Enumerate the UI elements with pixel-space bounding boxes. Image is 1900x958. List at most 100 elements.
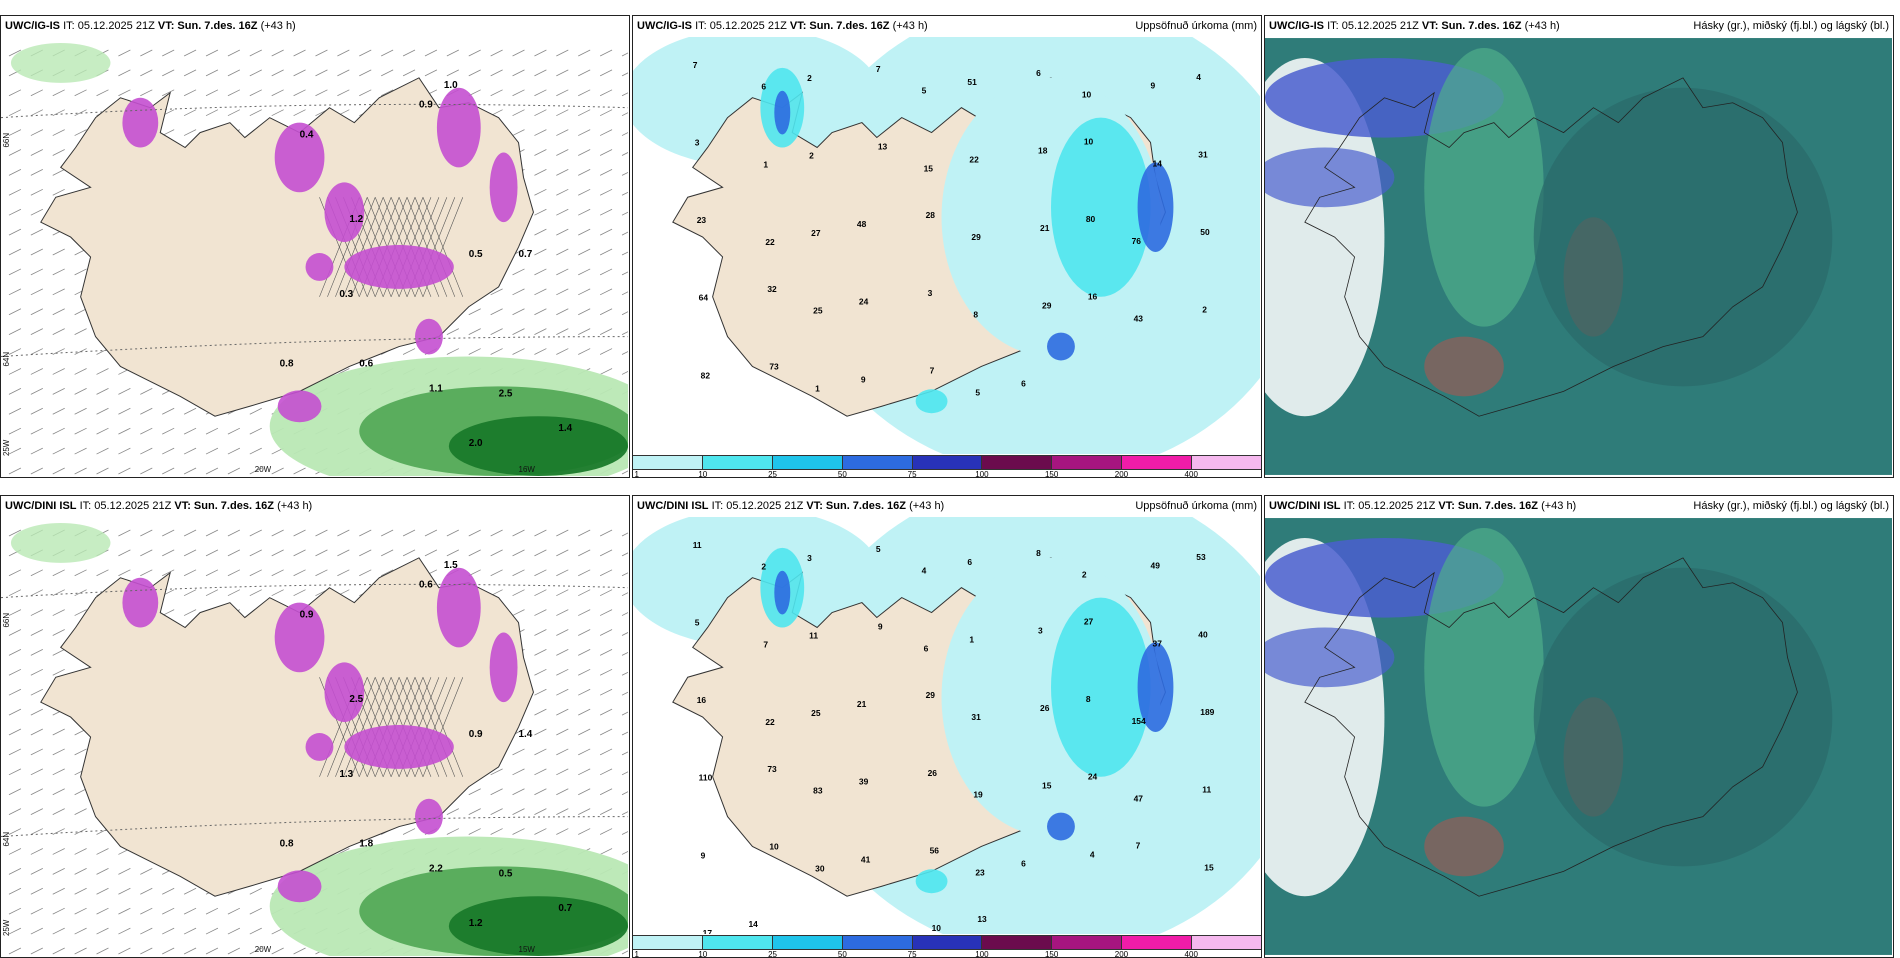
precip-value: 19 <box>973 790 983 800</box>
precip-area <box>1047 332 1075 361</box>
precip-value: 9 <box>861 374 866 384</box>
wind-barb <box>74 927 87 935</box>
wind-barb <box>578 348 591 355</box>
wind-barb <box>512 348 525 355</box>
wind-barb <box>534 668 547 676</box>
wind-barb <box>578 109 591 117</box>
wind-barb <box>118 569 131 577</box>
wind-barb <box>30 768 43 776</box>
precip-value: 47 <box>1134 794 1144 804</box>
precip-value: 5 <box>876 544 881 554</box>
precip-value: 5 <box>922 86 927 96</box>
wind-barb <box>162 467 175 475</box>
snow-area <box>436 87 481 168</box>
wind-barb <box>599 308 613 316</box>
snow-area <box>344 245 454 289</box>
precip-value: 7 <box>693 60 698 70</box>
wind-barb <box>140 388 153 395</box>
precip-value: 6 <box>1036 68 1041 78</box>
wind-barb <box>556 109 569 117</box>
wind-barb <box>534 69 547 77</box>
wind-barb <box>534 728 547 736</box>
init-time-label: IT: <box>79 500 95 512</box>
wind-barb <box>52 149 65 156</box>
wind-barb <box>8 569 22 577</box>
wind-barb <box>52 907 65 915</box>
init-time-label: IT: <box>711 500 727 512</box>
precip-area <box>915 869 948 894</box>
precip-value: 24 <box>1088 772 1098 782</box>
valid-time-label: VT: <box>806 500 826 512</box>
wind-barb <box>52 927 65 935</box>
wind-barb <box>52 788 65 796</box>
wind-barb <box>183 407 197 415</box>
wind-barb <box>8 208 22 216</box>
map-panel-snow: UWC/IG-IS IT: 05.12.2025 21Z VT: Sun. 7.… <box>0 15 630 478</box>
wind-barb <box>512 748 525 756</box>
colorbar-segment <box>842 456 913 469</box>
wind-barb <box>140 427 153 435</box>
wind-barb <box>227 467 241 475</box>
wind-barb <box>205 49 219 57</box>
precip-value: 3 <box>695 137 700 147</box>
wind-barb <box>96 447 109 455</box>
precip-value: 14 <box>748 919 758 929</box>
wind-barb <box>534 348 547 355</box>
wind-barb <box>52 848 65 855</box>
wind-barb <box>293 89 306 97</box>
wind-barb <box>8 427 22 435</box>
wind-barb <box>534 708 547 716</box>
wind-barb <box>52 589 65 597</box>
wind-barb <box>621 331 628 335</box>
wind-barb <box>140 49 153 57</box>
wind-barb <box>271 569 284 577</box>
wind-barb <box>556 589 569 597</box>
value-label: 0.9 <box>419 100 433 111</box>
wind-barb <box>183 569 197 577</box>
wind-barb <box>556 188 569 196</box>
wind-barb <box>534 768 547 776</box>
precip-value: 27 <box>1084 616 1094 626</box>
precip-value: 23 <box>975 867 985 877</box>
precip-value: 26 <box>1040 703 1050 713</box>
wind-barb <box>556 549 569 557</box>
wind-barb <box>621 52 628 57</box>
iceland-outline <box>1304 557 1798 897</box>
wind-barb <box>556 328 569 335</box>
precip-colorbar: 1 10 25 50 75 100 150 200 400 <box>633 455 1261 477</box>
colorbar-segment <box>1192 456 1261 469</box>
wind-barb <box>512 129 525 136</box>
wind-barb <box>315 49 328 57</box>
wind-barb <box>490 828 503 835</box>
wind-barb <box>578 169 591 176</box>
hatch-line <box>343 677 384 777</box>
wind-barb <box>30 748 43 756</box>
panel-header: UWC/IG-IS IT: 05.12.2025 21Z VT: Sun. 7.… <box>1 16 629 37</box>
colorbar-tick-label: 75 <box>907 470 917 478</box>
precip-value: 32 <box>767 284 777 294</box>
init-time-value: 05.12.2025 21Z <box>726 500 807 512</box>
valid-time-label: VT: <box>789 20 810 32</box>
colorbar-segment <box>772 936 843 949</box>
wind-barb <box>512 788 525 796</box>
wind-barb <box>183 927 197 935</box>
wind-barb <box>534 589 547 597</box>
wind-barb <box>599 149 613 156</box>
wind-barb <box>8 248 22 256</box>
wind-barb <box>8 848 22 855</box>
wind-barb <box>74 748 87 756</box>
wind-barb <box>118 907 131 915</box>
precip-value: 189 <box>1200 707 1214 717</box>
precip-value: 7 <box>763 639 768 649</box>
wind-barb <box>118 69 131 77</box>
precip-area <box>1137 162 1174 252</box>
init-time-label: IT: <box>1343 500 1359 512</box>
panel-header: UWC/IG-IS IT: 05.12.2025 21Z VT: Sun. 7.… <box>1265 16 1893 37</box>
wind-barb <box>8 109 22 117</box>
wind-barb <box>621 711 628 716</box>
precip-value: 2 <box>1082 570 1087 580</box>
wind-barb <box>293 549 306 557</box>
precip-value: 30 <box>815 863 825 873</box>
hatch-line <box>335 677 376 777</box>
wind-barb <box>118 549 131 557</box>
